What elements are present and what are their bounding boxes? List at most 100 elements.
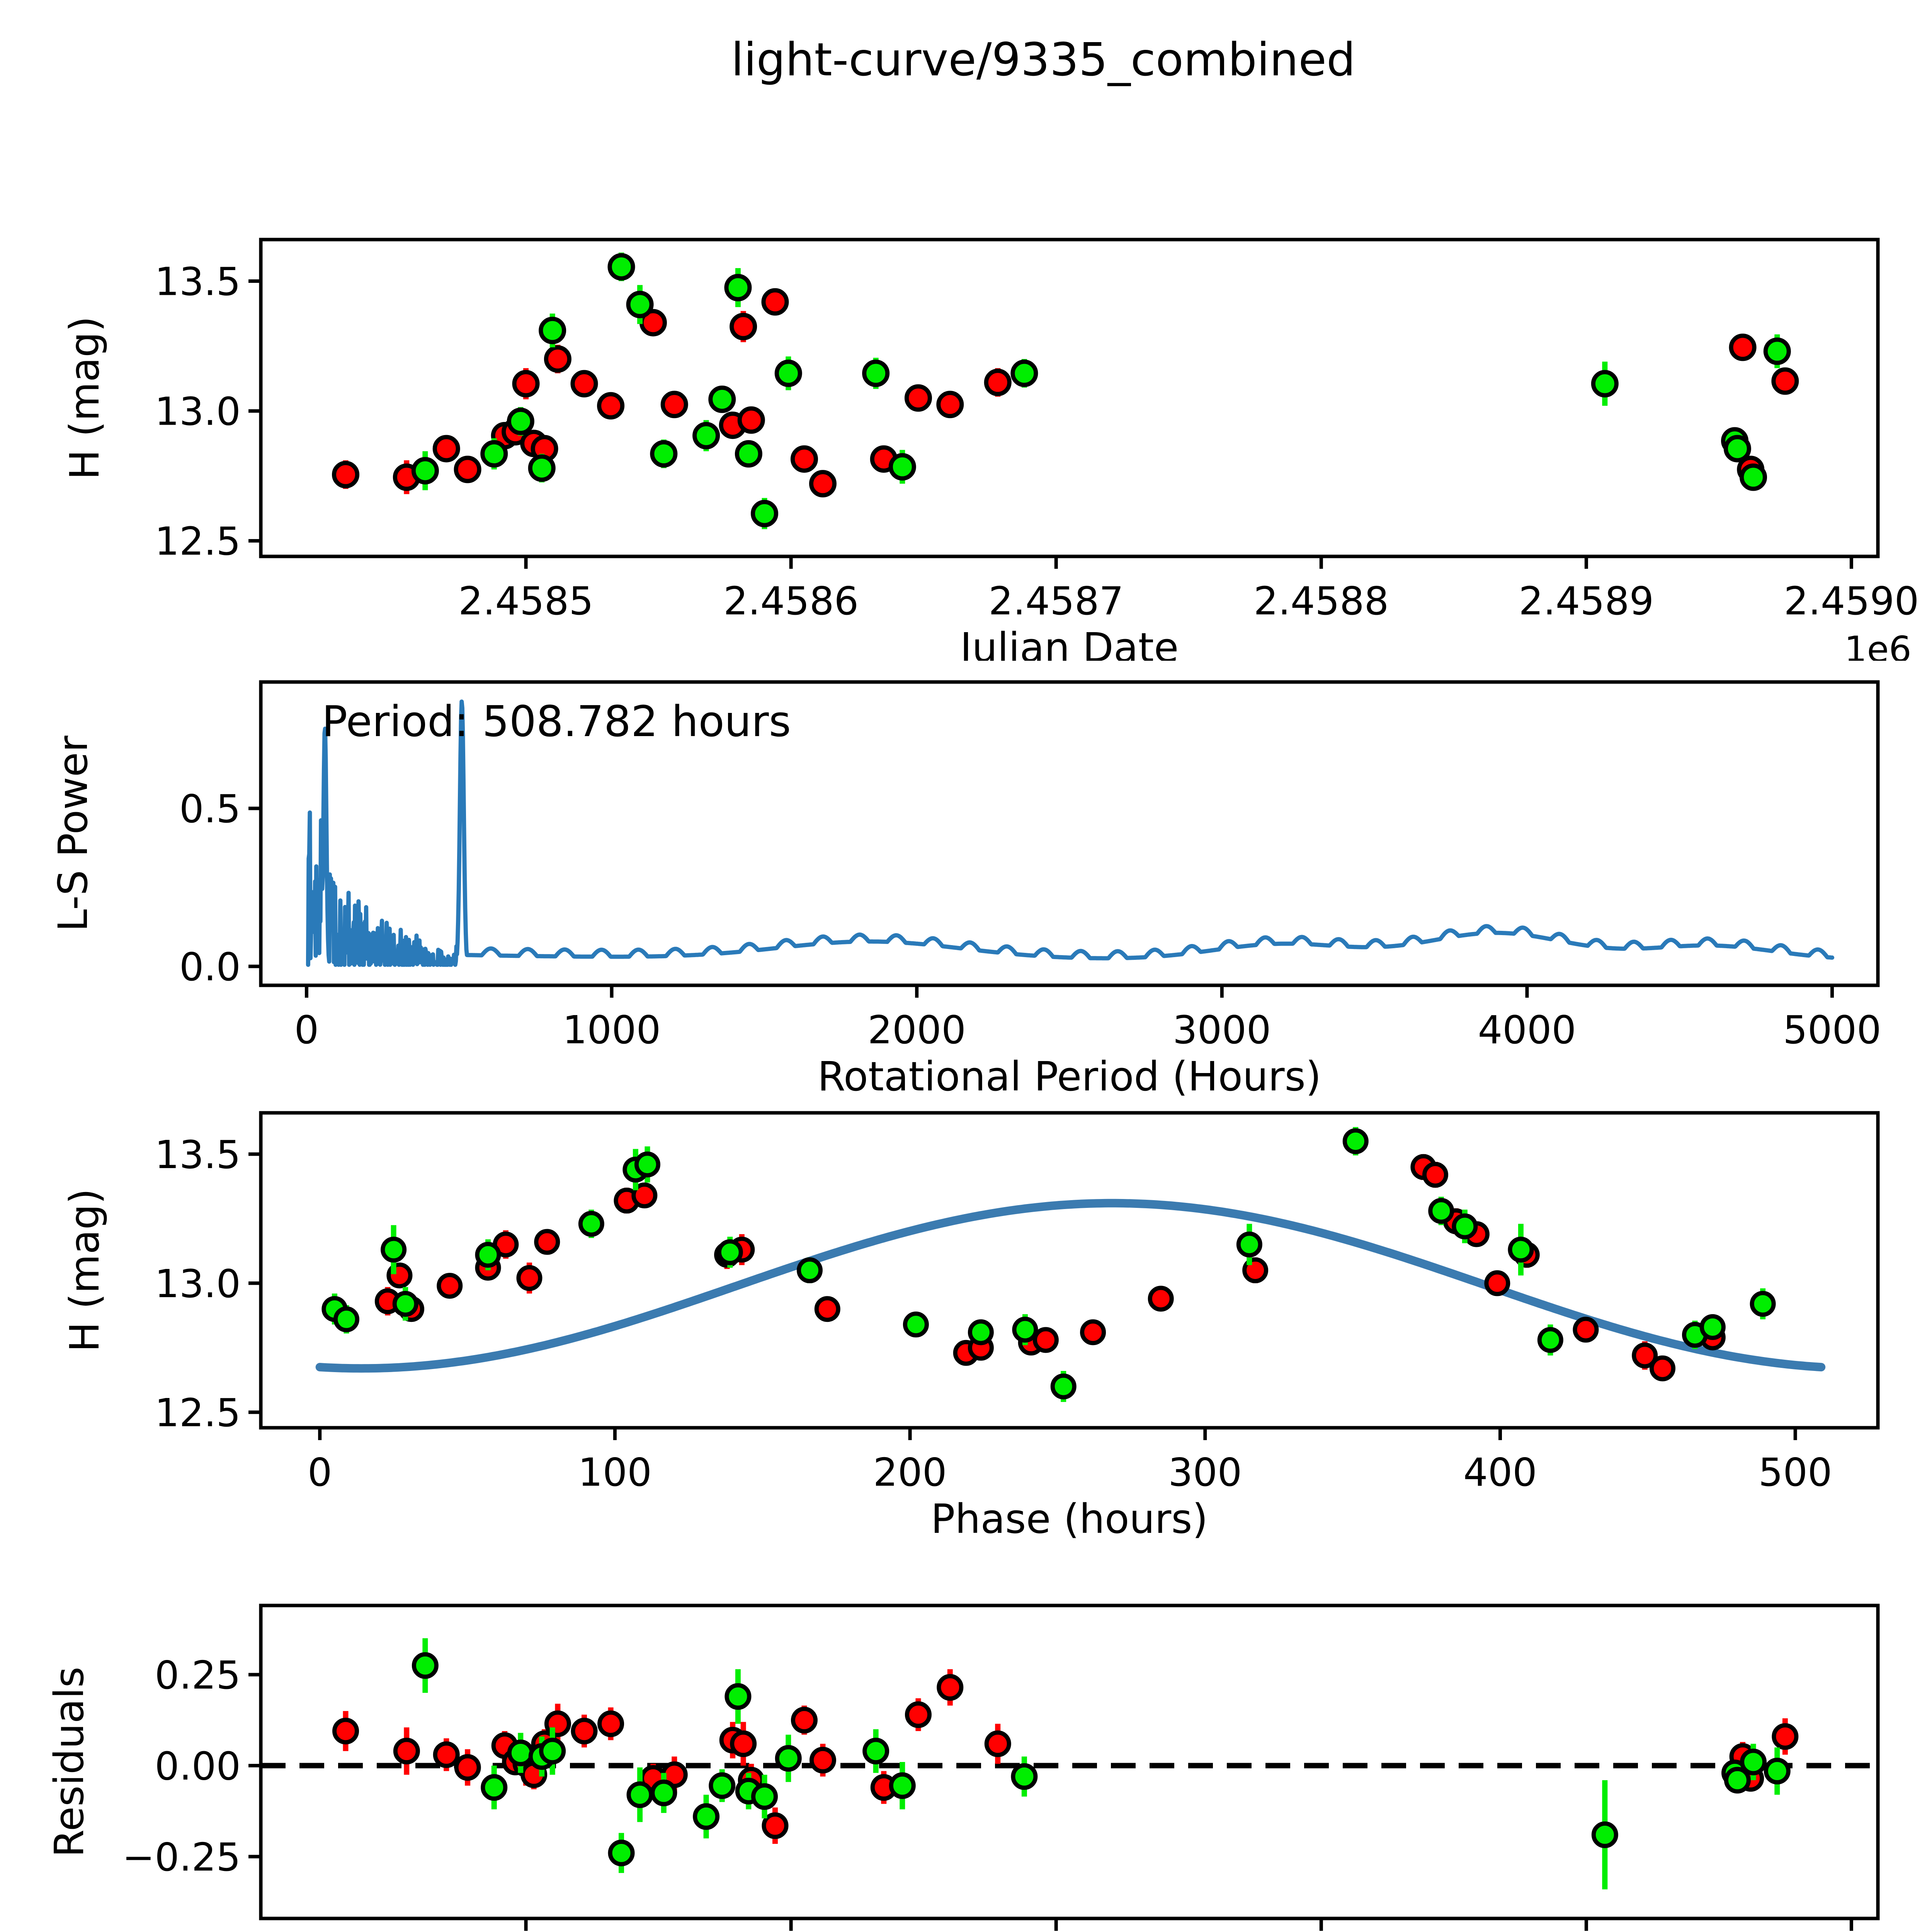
axes-frame [259,1604,1880,1920]
x-axis-label: Rotational Period (Hours) [818,1053,1321,1100]
data-point [762,1812,789,1839]
x-axis-offset-label: 1e6 [1844,629,1912,661]
data-point [1724,1767,1751,1794]
data-point [1080,1319,1106,1345]
data-point [454,456,481,483]
data-point [412,1652,439,1679]
x-tick-label: 2.4590 [1784,578,1919,624]
x-tick-label: 5000 [1783,1007,1881,1053]
data-point [607,253,635,281]
period-annotation: Period: 508.782 hours [322,697,791,746]
y-tick-label: 0.00 [155,1743,241,1789]
data-point [724,1683,752,1710]
y-tick-label: 13.5 [155,259,241,304]
data-point [937,1674,964,1701]
data-point [1148,1286,1174,1312]
data-point [1632,1342,1658,1369]
data-point [1650,1355,1676,1381]
data-point [730,1730,757,1757]
y-tick-label: 0.5 [179,786,241,832]
y-tick-label: 0.25 [155,1653,241,1698]
data-point [1591,370,1619,398]
data-point [475,1242,501,1268]
data-point [724,274,752,301]
data-point [692,422,720,449]
data-point [862,359,890,387]
x-tick-label: 3000 [1173,1007,1271,1053]
data-point [631,1182,658,1209]
data-point [796,1257,823,1283]
data-point [1012,1316,1038,1343]
x-tick-label: 100 [578,1450,652,1495]
data-point [775,1745,802,1772]
sinusoid-fit-curve [315,1199,1826,1373]
periodogram-panel: 0.0 0.5 0 1000 2000 3000 4000 5000 Rotational Pe… [49,680,1881,1100]
data-point [1771,367,1799,395]
data-point [507,1739,534,1766]
data-point [571,1718,598,1745]
data-point [774,359,802,387]
periodogram-curve [306,699,1835,967]
data-point [790,445,818,473]
data-point [1422,1162,1448,1188]
data-point [626,1781,653,1808]
data-point [528,454,556,482]
data-point [516,1265,543,1291]
x-tick-label: 400 [1463,1450,1537,1495]
x-axis-label: Julian Date [958,624,1179,661]
data-point [1573,1316,1599,1343]
data-point [903,1311,929,1338]
axes-frame [259,680,1880,987]
data-point [1723,435,1751,463]
data-point [1772,1723,1799,1750]
y-axis-label: H (mag) [61,1189,108,1352]
data-point [454,1754,481,1781]
data-point [737,406,765,434]
data-point [730,313,757,340]
data-point [539,316,566,344]
data-point [1342,1128,1369,1154]
data-point [512,370,540,398]
data-point [1050,1373,1077,1400]
data-point [626,291,654,318]
data-point [539,1738,566,1765]
figure-title: light-curve/9335_combined [731,33,1355,86]
x-tick-label: 300 [1168,1450,1242,1495]
x-tick-label: 2.4585 [458,578,594,624]
series-green [411,252,1791,529]
data-point [1764,1758,1791,1785]
data-point [1537,1327,1563,1353]
data-point [1740,463,1767,491]
data-point [1428,1198,1454,1224]
data-point [904,384,932,412]
data-point [393,1738,420,1765]
data-point [1729,333,1757,361]
series-red [332,288,1799,498]
data-point [608,1839,635,1866]
data-point [1032,1327,1059,1353]
data-point [1011,1763,1038,1790]
data-point [814,1296,840,1322]
data-point [634,1151,660,1178]
data-point [597,1710,624,1737]
data-point [1763,337,1791,365]
x-tick-label: 2.4587 [988,578,1124,624]
data-point [570,370,598,398]
data-point [888,453,916,481]
residuals-panel: −0.250.000.252.45852.45862.45872.45882.4… [46,1604,1880,1931]
data-point [437,1273,463,1299]
data-point [708,385,736,413]
data-point [433,1741,460,1768]
data-point [791,1707,818,1734]
data-point [432,435,460,463]
x-tick-label: 1000 [563,1007,661,1053]
data-point [751,500,779,527]
data-point [761,288,789,316]
data-point [332,461,360,488]
data-point [392,1291,418,1317]
data-point [660,391,688,418]
data-point [544,345,571,373]
data-point [1508,1236,1534,1263]
data-point [333,1306,359,1332]
series-green [412,1638,1791,1889]
